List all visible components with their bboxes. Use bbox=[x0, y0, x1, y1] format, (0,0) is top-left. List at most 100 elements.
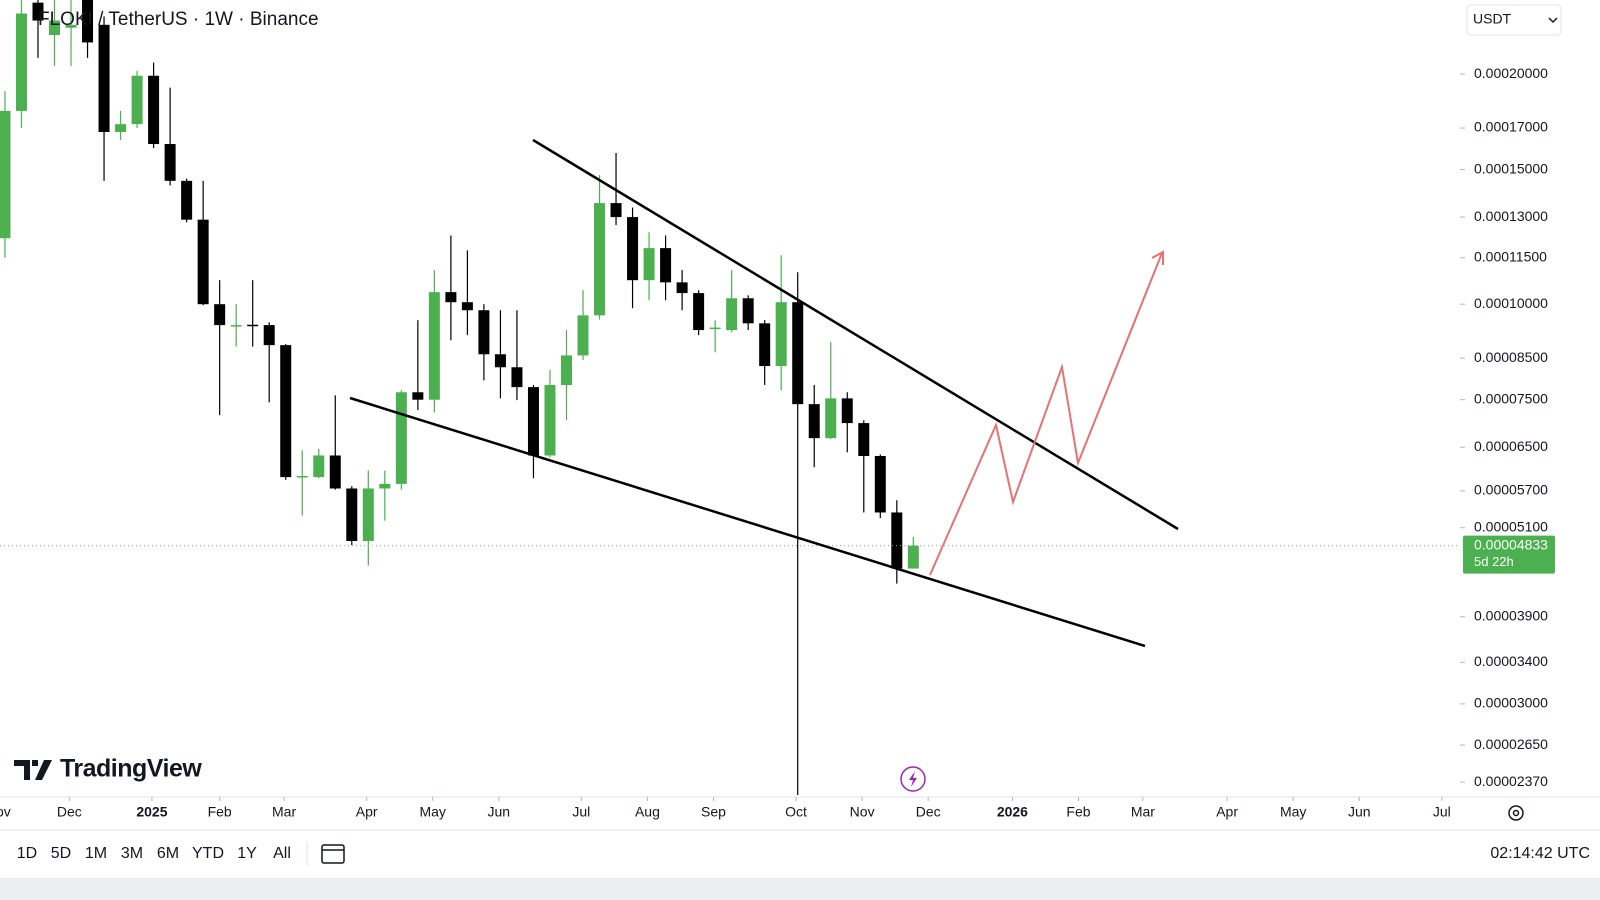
y-tick-label: 0.00002370 bbox=[1474, 773, 1548, 789]
candle-body bbox=[792, 302, 804, 405]
candle-body bbox=[395, 392, 407, 484]
candle-body bbox=[511, 367, 523, 388]
event-icon[interactable] bbox=[900, 766, 926, 792]
range-button[interactable]: 6M bbox=[157, 845, 179, 862]
candle-body bbox=[15, 13, 27, 111]
candle-body bbox=[181, 180, 193, 220]
candle-body bbox=[247, 324, 259, 327]
candle-body bbox=[874, 456, 886, 513]
candle-body bbox=[841, 398, 853, 424]
range-button[interactable]: 1D bbox=[17, 845, 37, 862]
x-tick-label: Nov bbox=[850, 804, 875, 820]
x-tick-label: Jul bbox=[1433, 804, 1451, 820]
last-price-label: 0.00004833 bbox=[1474, 536, 1548, 552]
y-tick-label: 0.00003000 bbox=[1474, 695, 1548, 711]
countdown-label: 5d 22h bbox=[1474, 554, 1514, 569]
y-tick-label: 0.00006500 bbox=[1474, 438, 1548, 454]
candle-body bbox=[742, 298, 754, 324]
candle-body bbox=[98, 24, 110, 132]
candle-body bbox=[544, 384, 556, 456]
settings-icon[interactable] bbox=[1508, 805, 1524, 821]
candle-body bbox=[775, 302, 787, 367]
lower-trendline bbox=[349, 396, 1146, 648]
event-bolt bbox=[909, 771, 917, 787]
candle-body bbox=[131, 75, 143, 125]
y-tick-label: 0.00007500 bbox=[1474, 390, 1548, 406]
last-price-badge bbox=[1463, 535, 1555, 574]
candle-body bbox=[643, 248, 655, 281]
x-tick-label: May bbox=[419, 804, 445, 820]
candle-body bbox=[0, 110, 11, 239]
calendar-frame bbox=[321, 844, 345, 864]
candle-body bbox=[577, 315, 589, 356]
candle-body bbox=[280, 345, 292, 478]
upper-trendline bbox=[532, 138, 1179, 531]
range-button[interactable]: 3M bbox=[121, 845, 143, 862]
x-tick-label: Jun bbox=[1348, 804, 1371, 820]
projection-arrowhead bbox=[1151, 250, 1164, 265]
candle-body bbox=[164, 144, 176, 181]
x-tick-label: 2026 bbox=[997, 804, 1028, 820]
candle-body bbox=[560, 355, 572, 385]
candle-body bbox=[527, 387, 539, 456]
x-tick-label: Apr bbox=[356, 804, 378, 820]
candle-body bbox=[891, 512, 903, 569]
candle-body bbox=[726, 298, 738, 331]
currency-select[interactable] bbox=[1466, 4, 1562, 36]
x-tick-label: Dec bbox=[916, 804, 941, 820]
candle-body bbox=[627, 217, 639, 281]
y-tick-label: 0.00008500 bbox=[1474, 349, 1548, 365]
calendar-icon[interactable] bbox=[321, 844, 345, 864]
candle-body bbox=[362, 488, 374, 542]
range-button[interactable]: 1Y bbox=[237, 845, 257, 862]
candle-body bbox=[445, 292, 457, 303]
y-tick-label: 0.00003400 bbox=[1474, 653, 1548, 669]
settings-icon-core bbox=[1512, 809, 1520, 817]
y-tick-label: 0.00017000 bbox=[1474, 119, 1548, 135]
y-tick-label: 0.00005700 bbox=[1474, 482, 1548, 498]
candle-body bbox=[610, 203, 622, 218]
brand-logo bbox=[14, 760, 52, 780]
candle-body bbox=[49, 20, 61, 35]
range-button[interactable]: 5D bbox=[51, 845, 71, 862]
x-tick-label: Dec bbox=[57, 804, 82, 820]
candle-body bbox=[214, 304, 226, 326]
x-tick-label: Oct bbox=[785, 804, 807, 820]
candle-body bbox=[32, 2, 44, 21]
y-tick-label: 0.00002650 bbox=[1474, 736, 1548, 752]
x-tick-label: Jul bbox=[572, 804, 590, 820]
range-button[interactable]: 1M bbox=[85, 845, 107, 862]
candle-body bbox=[148, 75, 160, 145]
y-tick-label: 0.00015000 bbox=[1474, 160, 1548, 176]
candle-body bbox=[676, 282, 688, 294]
x-tick-label: Apr bbox=[1216, 804, 1238, 820]
candle-body bbox=[379, 483, 391, 489]
candle-body bbox=[478, 310, 490, 355]
x-tick-label: Feb bbox=[208, 804, 232, 820]
candle-body bbox=[461, 302, 473, 311]
x-tick-label: Mar bbox=[1131, 804, 1155, 820]
x-tick-label: Sep bbox=[701, 804, 726, 820]
candle-body bbox=[660, 248, 672, 283]
clock: 02:14:42 UTC bbox=[1490, 845, 1590, 862]
x-tick-label: Feb bbox=[1066, 804, 1090, 820]
x-tick-label: May bbox=[1280, 804, 1306, 820]
symbol-title: FLOKI / TetherUS · 1W · Binance bbox=[38, 9, 319, 30]
range-button[interactable]: YTD bbox=[192, 845, 224, 862]
y-tick-label: 0.00003900 bbox=[1474, 607, 1548, 623]
currency-label[interactable]: USDT bbox=[1473, 11, 1512, 27]
x-tick-label: Aug bbox=[635, 804, 660, 820]
candle-body bbox=[197, 219, 209, 305]
x-tick-label: Nov bbox=[0, 804, 11, 820]
candle-body bbox=[263, 325, 275, 346]
range-button[interactable]: All bbox=[273, 845, 291, 862]
candle-body bbox=[494, 354, 506, 368]
candle-body bbox=[858, 423, 870, 457]
brand-name: TradingView bbox=[60, 755, 202, 783]
candle-body bbox=[313, 455, 325, 478]
projection-path bbox=[929, 252, 1163, 576]
candle-body bbox=[346, 488, 358, 542]
candle-body bbox=[907, 545, 919, 569]
